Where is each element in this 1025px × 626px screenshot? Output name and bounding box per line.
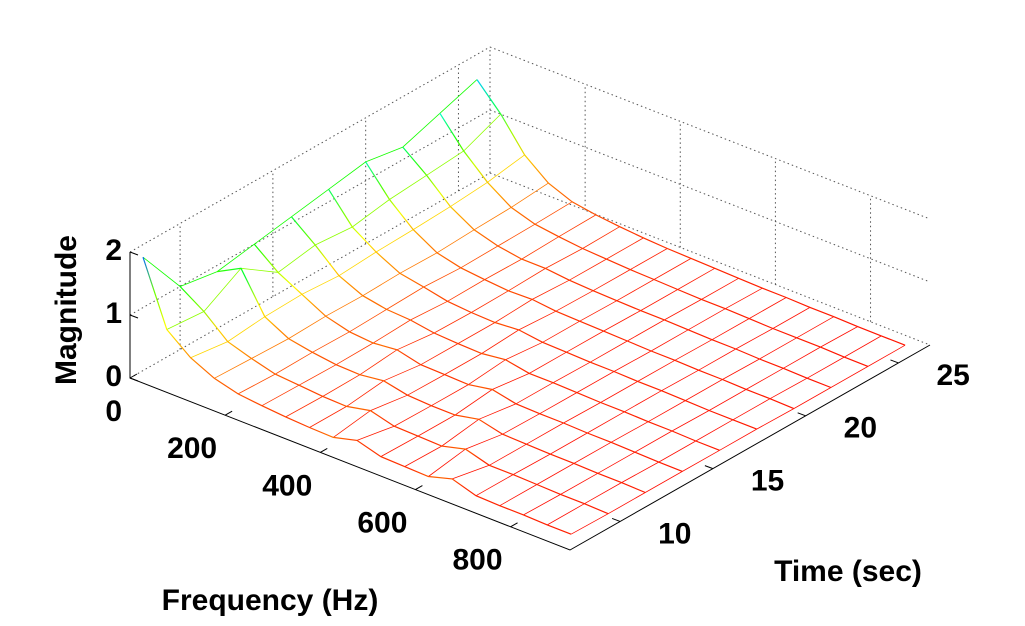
z-tick-label: 1	[105, 297, 122, 330]
tick-mark	[320, 447, 328, 453]
mesh-line	[214, 182, 549, 379]
y-tick-label: 25	[936, 359, 969, 392]
mesh-line	[475, 307, 811, 497]
z-tick-label: 0	[105, 360, 122, 393]
y-tick-label: 10	[658, 517, 691, 550]
slice-line	[365, 161, 795, 410]
x-tick-label: 800	[452, 544, 502, 577]
mesh-line	[547, 335, 882, 526]
tick-mark	[129, 251, 139, 256]
tick-mark	[224, 410, 233, 416]
mesh-line	[380, 267, 715, 457]
mesh-line	[285, 226, 620, 418]
slice-line	[179, 286, 609, 515]
mesh-line	[309, 237, 644, 428]
slice-line	[290, 216, 720, 451]
grid-line	[129, 109, 491, 316]
mesh-line	[452, 297, 787, 480]
grid-line	[129, 172, 491, 379]
x-axis-label: Frequency (Hz)	[162, 584, 379, 617]
tick-mark	[890, 359, 899, 364]
tick-mark	[797, 412, 806, 417]
slice-line	[439, 112, 869, 367]
mesh-line	[190, 154, 525, 359]
mesh-line	[404, 277, 739, 467]
mesh-line	[333, 248, 668, 438]
slice-line	[476, 79, 906, 346]
x-tick-label: 600	[357, 506, 407, 539]
slice-line	[253, 243, 683, 472]
mesh-line	[499, 316, 834, 507]
mesh-line	[237, 201, 573, 395]
tick-mark	[611, 518, 621, 522]
slice-line	[217, 267, 646, 494]
x-tick-label: 200	[167, 432, 217, 465]
slice-line	[328, 188, 757, 430]
y-tick-label: 20	[844, 412, 877, 445]
mesh-line	[166, 113, 502, 330]
x-tick-label: 0	[105, 395, 122, 428]
tick-mark	[129, 373, 138, 379]
y-tick-label: 15	[751, 465, 784, 498]
y-axis-label: Time (sec)	[774, 555, 922, 588]
x-tick-label: 400	[262, 469, 312, 502]
tick-mark	[415, 485, 423, 491]
grid-line	[129, 46, 491, 253]
mesh-line	[428, 287, 763, 477]
mesh-line	[356, 258, 692, 441]
tick-mark	[704, 465, 714, 470]
mesh-line	[142, 79, 478, 287]
tick-mark	[129, 314, 139, 319]
z-axis-label: Magnitude	[50, 235, 83, 385]
z-tick-label: 2	[105, 234, 122, 267]
slice-line	[142, 257, 572, 535]
mesh-line	[570, 344, 906, 535]
mesh-line	[261, 214, 597, 407]
tick-mark	[510, 522, 518, 528]
mesh-line	[523, 326, 858, 516]
tick-mark	[129, 377, 139, 382]
slice-line	[402, 146, 832, 389]
